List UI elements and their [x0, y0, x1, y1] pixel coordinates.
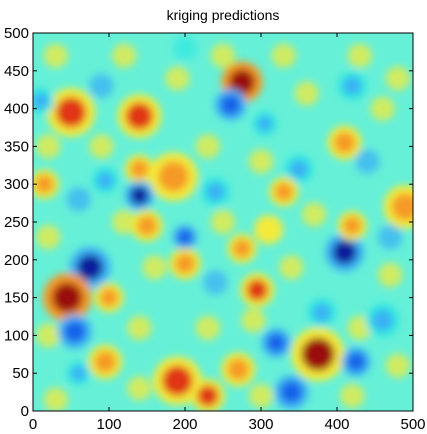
- texture-spot: [112, 209, 137, 235]
- y-tick-label: 200: [4, 252, 29, 269]
- heatmap-blob: [232, 239, 252, 258]
- texture-spot: [248, 383, 274, 409]
- texture-spot: [340, 383, 365, 409]
- heatmap-blob: [274, 182, 293, 201]
- texture-spot: [36, 134, 61, 159]
- texture-spot: [355, 149, 380, 174]
- heatmap-blob: [35, 175, 54, 194]
- heatmap-field: [33, 35, 413, 411]
- texture-spot: [279, 255, 304, 280]
- chart-title: kriging predictions: [167, 7, 280, 23]
- heatmap-blob: [99, 288, 119, 307]
- heatmap-blob: [125, 102, 154, 130]
- heatmap-blob: [96, 172, 114, 189]
- texture-spot: [203, 270, 228, 295]
- heatmap-blob: [175, 253, 195, 274]
- texture-spot: [66, 187, 91, 212]
- y-tick-label: 100: [4, 327, 29, 344]
- heatmap-blob: [162, 365, 193, 396]
- heatmap-blob: [391, 193, 413, 221]
- y-axis: 0 50 100 150 200 250 300 350 400 450 500: [4, 25, 413, 420]
- heatmap-blob: [220, 94, 241, 115]
- heatmap-blob: [206, 182, 225, 201]
- x-tick-label: 300: [248, 416, 273, 433]
- y-tick-label: 400: [4, 101, 29, 118]
- heatmap-blob: [158, 161, 189, 192]
- texture-spot: [271, 43, 296, 68]
- y-tick-label: 500: [4, 25, 29, 42]
- heatmap-blob: [51, 282, 83, 313]
- texture-spot: [302, 202, 327, 227]
- heatmap-blob: [371, 309, 394, 331]
- texture-spot: [294, 81, 319, 106]
- heatmap-blob: [246, 279, 268, 301]
- heatmap-blob: [343, 76, 362, 96]
- y-tick-label: 50: [12, 365, 29, 382]
- texture-spot: [241, 308, 266, 333]
- texture-spot: [127, 315, 152, 340]
- y-tick-label: 150: [4, 290, 29, 307]
- heatmap-blob: [289, 159, 309, 179]
- y-tick-label: 450: [4, 63, 29, 80]
- x-tick-label: 500: [400, 416, 425, 433]
- heatmap-blob: [259, 220, 278, 239]
- heatmap-blob: [280, 381, 303, 403]
- x-tick-label: 100: [96, 416, 121, 433]
- x-tick-label: 200: [172, 416, 197, 433]
- heatmap-blob: [77, 254, 103, 281]
- heatmap-blob: [71, 365, 87, 381]
- heatmap-blob: [227, 358, 249, 381]
- y-tick-label: 350: [4, 138, 29, 155]
- texture-spot: [142, 255, 167, 280]
- heatmap-blob: [332, 240, 357, 265]
- y-tick-label: 300: [4, 176, 29, 193]
- heatmap-blob: [137, 215, 157, 236]
- heatmap-blob: [343, 216, 362, 235]
- texture-spot: [127, 376, 152, 401]
- texture-spot: [378, 262, 403, 288]
- heatmap-blob: [64, 320, 86, 343]
- texture-spot: [112, 43, 137, 68]
- texture-spot: [248, 149, 274, 174]
- texture-spot: [89, 73, 114, 99]
- texture-spot: [89, 134, 114, 159]
- texture-spot: [210, 209, 236, 235]
- texture-spot: [370, 96, 395, 121]
- heatmap-blob: [257, 116, 273, 132]
- texture-spot: [43, 387, 68, 411]
- texture-spot: [195, 315, 220, 340]
- heatmap-blob: [333, 131, 356, 154]
- texture-spot: [378, 224, 403, 250]
- heatmap-blob: [55, 97, 87, 128]
- y-tick-label: 0: [21, 403, 29, 420]
- x-axis: 0 100 200 300 400 500: [29, 33, 426, 433]
- y-tick-label: 250: [4, 214, 29, 231]
- heatmap-blob: [312, 303, 331, 322]
- texture-spot: [210, 43, 236, 68]
- texture-spot: [385, 353, 410, 378]
- texture-spot: [347, 43, 372, 68]
- heatmap-blob: [267, 333, 286, 353]
- texture-spot: [172, 35, 198, 61]
- heatmap-blob: [177, 229, 193, 245]
- plot-area: [33, 33, 413, 411]
- heatmap-blob: [130, 159, 149, 179]
- x-tick-label: 400: [324, 416, 349, 433]
- heatmap-blob: [94, 351, 116, 373]
- heatmap-blob: [229, 69, 255, 96]
- texture-spot: [36, 224, 61, 250]
- texture-spot: [195, 134, 220, 159]
- texture-spot: [165, 66, 190, 91]
- heatmap-blob: [346, 352, 366, 371]
- x-tick-label: 0: [29, 416, 37, 433]
- texture-spot: [385, 66, 410, 91]
- texture-spot: [43, 43, 68, 68]
- texture-spot: [36, 323, 61, 348]
- heatmap-blob: [130, 186, 149, 205]
- heatmap-blob: [33, 92, 49, 110]
- heatmap-blob: [301, 337, 335, 372]
- heatmap-blob: [197, 385, 219, 407]
